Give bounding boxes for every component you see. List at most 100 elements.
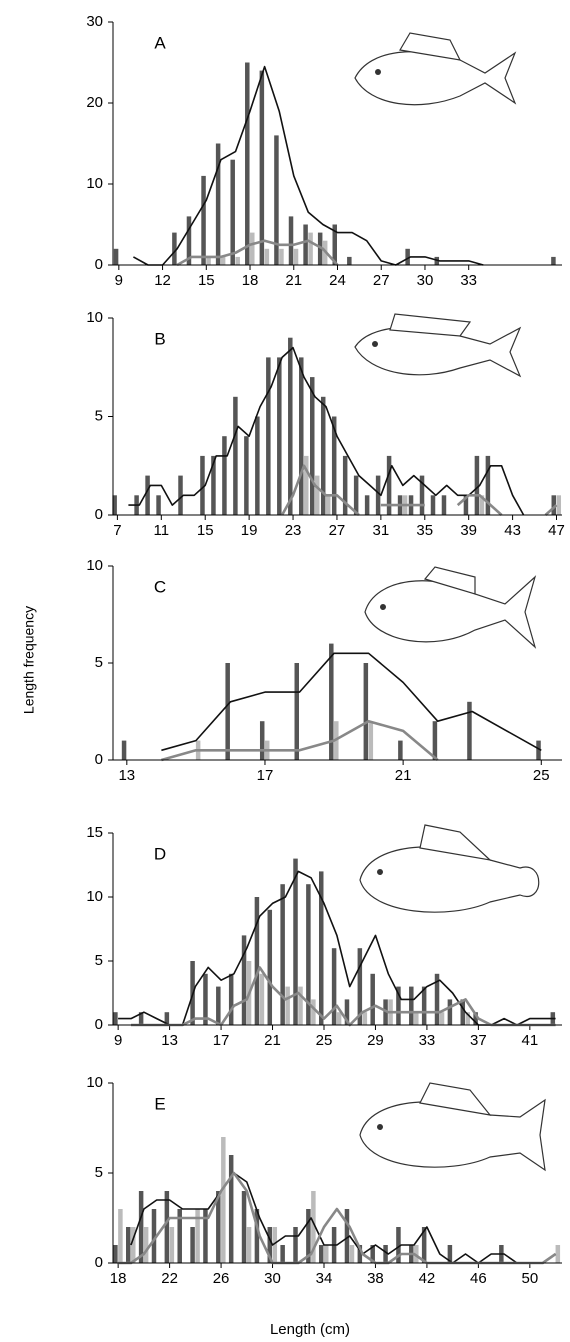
bar <box>285 986 290 1025</box>
bar <box>551 256 556 265</box>
x-tick-label: 13 <box>161 1032 178 1049</box>
line <box>130 1172 557 1264</box>
bar <box>439 1012 445 1025</box>
y-tick-label: 10 <box>86 888 103 905</box>
bar <box>308 232 313 265</box>
bar <box>190 1227 195 1263</box>
bar <box>396 986 401 1025</box>
line <box>131 966 556 1027</box>
fish-b <box>354 313 522 378</box>
bar <box>280 884 285 1025</box>
x-tick-label: 35 <box>416 522 433 539</box>
x-tick-label: 9 <box>115 272 123 289</box>
fish-e <box>359 1082 546 1172</box>
bar <box>329 643 334 760</box>
bar <box>293 248 299 265</box>
bar <box>299 357 304 515</box>
panel-label: E <box>154 1094 165 1113</box>
bar <box>293 1227 298 1263</box>
bar <box>200 455 205 515</box>
bar <box>241 1191 247 1263</box>
x-tick-label: 22 <box>161 1270 178 1287</box>
bar <box>143 1227 149 1263</box>
line <box>128 346 525 516</box>
bar <box>370 1245 375 1263</box>
y-tick-label: 10 <box>86 309 103 326</box>
bar <box>551 495 557 515</box>
bar <box>419 475 425 515</box>
bar <box>216 1191 221 1263</box>
x-tick-label: 43 <box>504 522 521 539</box>
x-tick-label: 12 <box>154 272 171 289</box>
bar <box>344 1209 350 1263</box>
bar <box>277 357 282 515</box>
bar <box>126 1227 131 1263</box>
bar <box>177 1209 182 1263</box>
bar <box>344 999 350 1025</box>
bar <box>293 858 298 1025</box>
bar <box>267 909 273 1025</box>
bar <box>396 1227 401 1263</box>
bar <box>145 475 150 515</box>
panel-label: A <box>154 33 166 52</box>
bar <box>368 721 374 760</box>
bar <box>195 1209 200 1263</box>
bar <box>342 455 348 515</box>
bar <box>294 663 300 760</box>
bar <box>267 1227 273 1263</box>
bar <box>245 62 250 265</box>
bar <box>304 455 309 515</box>
bar <box>311 999 316 1025</box>
bar <box>362 1012 368 1025</box>
bar <box>357 1245 363 1263</box>
bar <box>556 495 562 515</box>
bar <box>259 70 265 265</box>
bar <box>363 663 369 760</box>
x-tick-label: 21 <box>285 272 302 289</box>
bar <box>398 740 403 760</box>
y-tick-label: 10 <box>86 1074 103 1091</box>
x-tick-label: 47 <box>548 522 565 539</box>
bar <box>460 999 466 1025</box>
bar <box>318 871 324 1025</box>
y-tick-label: 30 <box>86 13 103 30</box>
x-tick-label: 17 <box>213 1032 230 1049</box>
y-tick-label: 0 <box>95 1254 103 1271</box>
line <box>280 464 558 516</box>
bar <box>112 495 117 515</box>
x-tick-label: 21 <box>264 1032 281 1049</box>
bar <box>383 1245 388 1263</box>
y-axis-title: Length frequency <box>21 606 37 714</box>
bar <box>169 1227 175 1263</box>
bar <box>206 256 211 265</box>
bar <box>235 256 240 265</box>
bar <box>203 1209 208 1263</box>
fish-d <box>359 824 540 913</box>
x-tick-label: 15 <box>198 272 215 289</box>
x-tick-label: 9 <box>114 1032 122 1049</box>
line <box>118 1171 557 1265</box>
bar <box>241 935 247 1025</box>
x-tick-label: 25 <box>533 767 550 784</box>
y-tick-label: 5 <box>95 952 103 969</box>
y-tick-label: 5 <box>95 1164 103 1181</box>
bar <box>467 701 472 760</box>
bar <box>254 1209 260 1263</box>
x-tick-label: 25 <box>316 1032 333 1049</box>
bar <box>463 495 469 515</box>
bar <box>465 1012 471 1025</box>
bar <box>332 224 337 265</box>
x-tick-label: 24 <box>329 272 346 289</box>
line <box>176 239 339 267</box>
x-tick-label: 17 <box>257 767 274 784</box>
bar <box>172 232 177 265</box>
bar <box>255 416 260 515</box>
x-tick-label: 33 <box>419 1032 436 1049</box>
bar <box>331 416 337 515</box>
x-tick-label: 23 <box>285 522 302 539</box>
bar <box>250 232 255 265</box>
bar <box>414 1012 419 1025</box>
y-tick-label: 15 <box>86 824 103 841</box>
bar <box>233 396 238 515</box>
bar <box>113 248 119 265</box>
